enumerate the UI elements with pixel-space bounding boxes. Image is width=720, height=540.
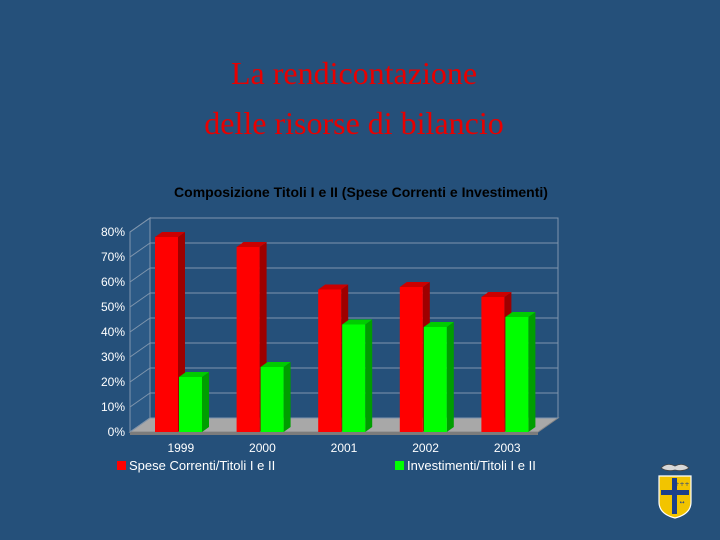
x-tick-label: 2001	[331, 441, 358, 455]
x-tick-label: 1999	[167, 441, 194, 455]
bar-top	[318, 284, 349, 290]
y-tick-label: 10%	[101, 400, 125, 414]
bar-side	[446, 322, 454, 432]
svg-text:↔: ↔	[679, 499, 684, 506]
y-tick-label: 60%	[101, 275, 125, 289]
gridline-side	[129, 267, 151, 283]
slide-title: La rendicontazione delle risorse di bila…	[0, 48, 708, 148]
x-tick-label: 2002	[412, 441, 439, 455]
legend-label-investimenti: Investimenti/Titoli I e II	[407, 458, 536, 473]
slide-title-line-1: La rendicontazione	[230, 55, 478, 91]
legend-swatch-spese	[117, 461, 126, 470]
bar-front	[155, 237, 178, 432]
bar-1999-investimenti	[179, 372, 209, 432]
bar-top	[423, 322, 454, 327]
gridline-side	[129, 417, 151, 433]
legend-swatch-investimenti	[395, 461, 404, 470]
bar-top	[399, 282, 430, 287]
y-tick-label: 70%	[101, 250, 125, 264]
bar-front	[399, 287, 423, 432]
gridline-side	[129, 292, 151, 308]
y-tick-label: 50%	[101, 300, 125, 314]
bar-2000-investimenti	[260, 362, 291, 432]
bar-top	[481, 292, 512, 297]
y-tick-label: 0%	[108, 425, 126, 439]
svg-text:+++: +++	[674, 481, 689, 488]
chart-title: Composizione Titoli I e II (Spese Corren…	[174, 184, 548, 200]
bar-front	[236, 247, 260, 432]
gridline-side	[129, 392, 151, 408]
bar-front	[505, 317, 529, 432]
bar-front	[318, 289, 342, 432]
y-tick-label: 20%	[101, 375, 125, 389]
bar-front	[342, 324, 366, 432]
bar-top	[179, 372, 209, 377]
bar-top	[505, 312, 536, 317]
bar-top	[342, 319, 373, 325]
bar-2003-investimenti	[505, 312, 536, 432]
coat-of-arms-icon: +++ ↔	[658, 464, 692, 519]
y-tick-label: 40%	[101, 325, 125, 339]
bar-top	[236, 242, 267, 247]
bar-side	[283, 362, 291, 432]
legend-label-spese: Spese Correnti/Titoli I e II	[129, 458, 275, 473]
y-tick-label: 30%	[101, 350, 125, 364]
bar-side	[528, 312, 536, 432]
x-tick-label: 2003	[494, 441, 521, 455]
gridline-side	[129, 342, 151, 358]
gridline-side	[129, 242, 151, 258]
bar-2002-investimenti	[423, 322, 454, 432]
y-tick-label: 80%	[101, 225, 125, 239]
bar-side	[202, 372, 209, 432]
gridline-side	[129, 367, 151, 383]
chart-floor-edge	[130, 432, 538, 435]
bar-2001-investimenti	[342, 319, 373, 432]
bar-front	[423, 327, 447, 432]
bar-side	[365, 319, 373, 432]
gridline-side	[129, 317, 151, 333]
slide-title-line-2: delle risorse di bilancio	[204, 105, 504, 141]
bar-front	[179, 377, 202, 432]
gridline-side	[129, 217, 151, 233]
bar-top	[260, 362, 291, 367]
bar-top	[155, 232, 185, 237]
bar-front	[481, 297, 505, 432]
bar-front	[260, 367, 284, 432]
x-tick-label: 2000	[249, 441, 276, 455]
